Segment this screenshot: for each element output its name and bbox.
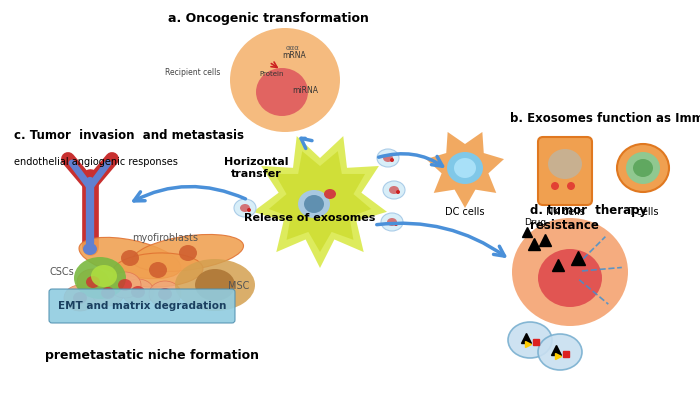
- Text: DC cells: DC cells: [445, 207, 484, 217]
- Text: Drug: Drug: [524, 217, 546, 227]
- Ellipse shape: [79, 237, 181, 279]
- Ellipse shape: [158, 288, 172, 300]
- Ellipse shape: [256, 68, 308, 116]
- Text: T-cells: T-cells: [628, 207, 658, 217]
- Ellipse shape: [396, 190, 400, 194]
- Text: ααα: ααα: [286, 45, 300, 51]
- Ellipse shape: [73, 292, 87, 304]
- Text: NK cells: NK cells: [545, 207, 584, 217]
- Ellipse shape: [381, 213, 403, 231]
- Ellipse shape: [548, 149, 582, 179]
- Ellipse shape: [230, 28, 340, 132]
- Ellipse shape: [195, 269, 235, 301]
- Ellipse shape: [389, 186, 399, 194]
- Ellipse shape: [86, 276, 100, 288]
- Ellipse shape: [447, 152, 483, 184]
- Text: mRNA: mRNA: [282, 50, 306, 59]
- Ellipse shape: [633, 159, 653, 177]
- Ellipse shape: [247, 208, 251, 212]
- Text: a. Oncogenic transformation: a. Oncogenic transformation: [167, 11, 368, 24]
- Ellipse shape: [64, 285, 96, 311]
- Text: b. Exosomes function as Immunomodulators: b. Exosomes function as Immunomodulators: [510, 112, 700, 125]
- Text: miRNA: miRNA: [292, 85, 318, 95]
- Ellipse shape: [121, 250, 139, 266]
- Polygon shape: [426, 132, 504, 208]
- Text: c. Tumor  invasion  and metastasis: c. Tumor invasion and metastasis: [14, 128, 244, 141]
- Ellipse shape: [109, 272, 141, 298]
- Ellipse shape: [394, 222, 398, 226]
- Text: EMT and matrix degradation: EMT and matrix degradation: [58, 301, 226, 311]
- Ellipse shape: [298, 190, 330, 218]
- Text: Protein: Protein: [260, 71, 284, 77]
- Ellipse shape: [454, 158, 476, 178]
- Ellipse shape: [567, 182, 575, 190]
- Ellipse shape: [122, 279, 154, 305]
- Ellipse shape: [383, 154, 393, 162]
- FancyBboxPatch shape: [538, 137, 592, 205]
- Ellipse shape: [512, 218, 628, 326]
- Ellipse shape: [626, 152, 660, 184]
- Polygon shape: [269, 151, 371, 252]
- Ellipse shape: [383, 181, 405, 199]
- Ellipse shape: [538, 334, 582, 370]
- Ellipse shape: [175, 259, 255, 311]
- Ellipse shape: [83, 243, 97, 255]
- Ellipse shape: [77, 269, 109, 295]
- Text: CSCs: CSCs: [50, 267, 75, 277]
- Ellipse shape: [377, 149, 399, 167]
- Ellipse shape: [234, 199, 256, 217]
- Text: d. tumor  therapy
resistance: d. tumor therapy resistance: [530, 204, 647, 232]
- Ellipse shape: [91, 265, 117, 287]
- Text: endothelial angiogenic responses: endothelial angiogenic responses: [14, 157, 178, 167]
- Ellipse shape: [508, 322, 552, 358]
- Text: premetastatic niche formation: premetastatic niche formation: [45, 349, 259, 362]
- Ellipse shape: [131, 286, 145, 298]
- FancyBboxPatch shape: [49, 289, 235, 323]
- Ellipse shape: [132, 234, 244, 271]
- Text: myofiroblasts: myofiroblasts: [132, 233, 198, 243]
- Ellipse shape: [304, 195, 324, 213]
- Ellipse shape: [74, 257, 126, 299]
- Text: Horizontal
transfer: Horizontal transfer: [224, 157, 288, 179]
- Text: Recipient cells: Recipient cells: [164, 67, 220, 76]
- Ellipse shape: [118, 279, 132, 291]
- Ellipse shape: [101, 287, 115, 299]
- Ellipse shape: [113, 253, 203, 287]
- Ellipse shape: [240, 204, 250, 212]
- Ellipse shape: [617, 144, 669, 192]
- Ellipse shape: [149, 262, 167, 278]
- Text: MSC: MSC: [228, 281, 249, 291]
- Ellipse shape: [538, 249, 602, 307]
- Ellipse shape: [387, 218, 397, 226]
- Ellipse shape: [92, 280, 124, 306]
- Ellipse shape: [324, 189, 336, 199]
- Ellipse shape: [149, 281, 181, 307]
- Polygon shape: [253, 136, 387, 268]
- Text: Release of exosomes: Release of exosomes: [244, 213, 376, 223]
- Ellipse shape: [551, 182, 559, 190]
- Ellipse shape: [179, 245, 197, 261]
- Ellipse shape: [390, 158, 394, 162]
